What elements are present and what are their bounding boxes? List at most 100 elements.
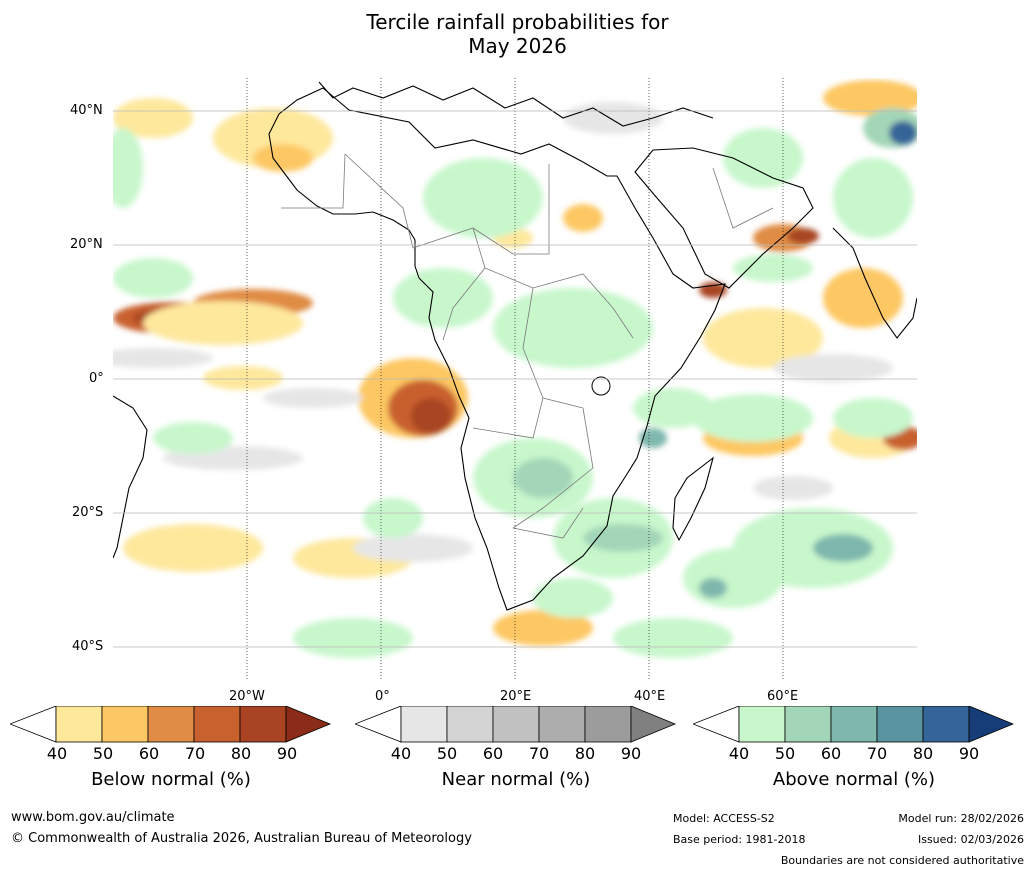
below-normal-swatch-high bbox=[285, 706, 332, 743]
above-normal-tick: 90 bbox=[958, 744, 980, 763]
probability-patch bbox=[263, 388, 363, 408]
near-normal-legend-title: Near normal (%) bbox=[441, 769, 591, 790]
probability-patch bbox=[113, 348, 213, 368]
probability-patch bbox=[113, 258, 193, 298]
lon-label-20w: 20°W bbox=[229, 689, 265, 704]
near-normal-tick: 60 bbox=[482, 744, 504, 763]
lon-label-0: 0° bbox=[375, 689, 390, 704]
probability-patch bbox=[813, 534, 873, 562]
probability-patch bbox=[113, 128, 143, 208]
above-normal-swatch-70-80 bbox=[876, 706, 924, 743]
map-canvas bbox=[113, 78, 917, 681]
near-normal-swatch-high bbox=[630, 706, 677, 743]
probability-patch bbox=[533, 578, 613, 618]
below-normal-tick: 70 bbox=[184, 744, 206, 763]
map-title-line-1: Tercile rainfall probabilities for bbox=[366, 10, 669, 34]
above-normal-tick: 50 bbox=[774, 744, 796, 763]
probability-patch bbox=[563, 102, 663, 134]
coastlines bbox=[113, 81, 917, 611]
near-normal-swatch-40-50 bbox=[400, 706, 448, 743]
model-name: Model: ACCESS-S2 bbox=[673, 812, 775, 825]
near-normal-tick: 40 bbox=[390, 744, 412, 763]
probability-patch bbox=[787, 228, 819, 244]
near-normal-swatch-70-80 bbox=[538, 706, 586, 743]
europe-coastline bbox=[318, 81, 714, 127]
probability-patch bbox=[693, 394, 813, 442]
above-normal-colorbar bbox=[693, 706, 1015, 743]
above-normal-swatch-50-60 bbox=[784, 706, 832, 743]
lake-victoria bbox=[591, 376, 611, 396]
probability-patch bbox=[773, 354, 893, 382]
lat-label-40n: 40°N bbox=[70, 103, 103, 118]
probability-patch bbox=[833, 398, 913, 438]
probability-patch bbox=[113, 98, 193, 138]
probability-patch bbox=[393, 268, 493, 328]
probability-patch bbox=[733, 254, 813, 282]
probability-patch bbox=[683, 548, 783, 608]
probability-patch bbox=[493, 288, 653, 368]
probability-patch bbox=[203, 366, 283, 390]
above-normal-swatch-40-50 bbox=[738, 706, 786, 743]
probability-patch bbox=[613, 618, 733, 658]
near-normal-tick: 50 bbox=[436, 744, 458, 763]
near-normal-swatch-80-90 bbox=[584, 706, 632, 743]
probability-patch bbox=[293, 618, 413, 658]
probability-patch bbox=[123, 524, 263, 572]
probability-patch bbox=[639, 428, 667, 448]
near-normal-colorbar bbox=[355, 706, 677, 743]
below-normal-tick: 60 bbox=[138, 744, 160, 763]
arabia-coastline bbox=[634, 147, 814, 289]
copyright-notice: © Commonwealth of Australia 2026, Austra… bbox=[11, 831, 472, 846]
probability-patch bbox=[699, 578, 727, 598]
below-normal-tick: 80 bbox=[230, 744, 252, 763]
above-normal-swatch-high bbox=[968, 706, 1015, 743]
below-normal-swatch-40-50 bbox=[55, 706, 103, 743]
above-normal-swatch-low bbox=[693, 706, 740, 743]
boundaries-disclaimer: Boundaries are not considered authoritat… bbox=[780, 854, 1024, 867]
south-america-coastline bbox=[113, 395, 148, 559]
below-normal-swatch-50-60 bbox=[101, 706, 149, 743]
lat-label-equator: 0° bbox=[89, 371, 104, 386]
probability-patch bbox=[583, 524, 663, 552]
below-normal-swatch-60-70 bbox=[147, 706, 195, 743]
lat-label-40s: 40°S bbox=[72, 639, 104, 654]
below-normal-swatch-80-90 bbox=[239, 706, 287, 743]
probability-patch bbox=[753, 476, 833, 500]
probability-patch bbox=[493, 610, 593, 646]
lon-label-20e: 20°E bbox=[500, 689, 532, 704]
probability-patch bbox=[563, 204, 603, 232]
above-normal-tick: 40 bbox=[728, 744, 750, 763]
above-normal-swatch-60-70 bbox=[830, 706, 878, 743]
near-normal-tick: 70 bbox=[528, 744, 550, 763]
near-normal-tick: 80 bbox=[574, 744, 596, 763]
probability-patch bbox=[411, 398, 451, 434]
probability-patch bbox=[889, 121, 917, 145]
below-normal-swatch-low bbox=[10, 706, 57, 743]
india-coastline bbox=[832, 227, 917, 339]
above-normal-swatch-80-90 bbox=[922, 706, 970, 743]
below-normal-tick: 90 bbox=[276, 744, 298, 763]
base-period: Base period: 1981-2018 bbox=[673, 833, 806, 846]
lon-label-60e: 60°E bbox=[767, 689, 799, 704]
website-link[interactable]: www.bom.gov.au/climate bbox=[11, 810, 175, 825]
map-title-line-2: May 2026 bbox=[468, 34, 567, 58]
probability-patch bbox=[833, 158, 913, 238]
near-normal-tick: 90 bbox=[620, 744, 642, 763]
probability-patch bbox=[363, 498, 423, 538]
above-normal-legend-title: Above normal (%) bbox=[772, 769, 936, 790]
lon-label-40e: 40°E bbox=[634, 689, 666, 704]
near-normal-swatch-low bbox=[355, 706, 402, 743]
near-normal-swatch-50-60 bbox=[446, 706, 494, 743]
below-normal-colorbar bbox=[10, 706, 332, 743]
probability-patch bbox=[253, 144, 313, 172]
below-normal-legend-title: Below normal (%) bbox=[91, 769, 251, 790]
above-normal-tick: 60 bbox=[820, 744, 842, 763]
probability-patch bbox=[513, 458, 573, 498]
probability-patch bbox=[823, 80, 917, 116]
probability-patch bbox=[703, 308, 823, 368]
probability-patch bbox=[153, 422, 233, 454]
probability-patch bbox=[353, 534, 473, 562]
lat-label-20s: 20°S bbox=[72, 505, 104, 520]
forecast-map bbox=[113, 78, 917, 681]
probability-patch bbox=[143, 301, 303, 345]
